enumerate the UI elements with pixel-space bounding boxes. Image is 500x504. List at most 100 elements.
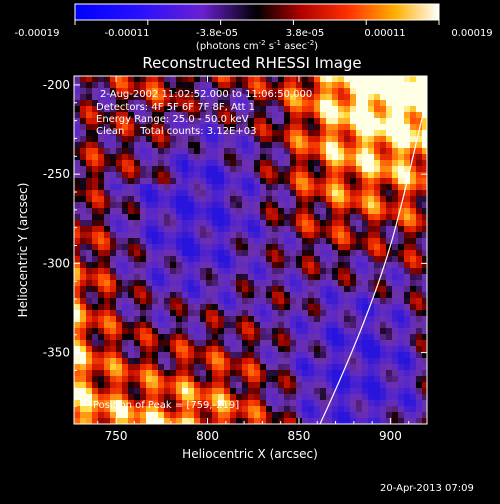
heatmap-cell	[260, 88, 267, 95]
heatmap-cell	[86, 232, 93, 239]
heatmap-cell	[278, 184, 285, 191]
heatmap-cell	[350, 388, 357, 395]
heatmap-cell	[272, 244, 279, 251]
heatmap-cell	[374, 376, 381, 383]
heatmap-cell	[152, 298, 159, 305]
heatmap-cell	[332, 82, 339, 89]
heatmap-cell	[74, 136, 81, 143]
heatmap-cell	[314, 232, 321, 239]
heatmap-cell	[302, 76, 309, 83]
heatmap-cell	[308, 136, 315, 143]
heatmap-cell	[290, 82, 297, 89]
heatmap-cell	[302, 346, 309, 353]
heatmap-cell	[314, 202, 321, 209]
heatmap-cell	[182, 292, 189, 299]
heatmap-cell	[146, 76, 153, 83]
heatmap-cell	[146, 202, 153, 209]
heatmap-cell	[146, 364, 153, 371]
heatmap-cell	[206, 316, 213, 323]
heatmap-cell	[266, 88, 273, 95]
heatmap-cell	[236, 328, 243, 335]
heatmap-cell	[392, 208, 399, 215]
heatmap-cell	[350, 142, 357, 149]
heatmap-cell	[200, 202, 207, 209]
heatmap-cell	[350, 376, 357, 383]
heatmap-cell	[248, 322, 255, 329]
heatmap-cell	[272, 328, 279, 335]
heatmap-cell	[242, 100, 249, 107]
heatmap-cell	[260, 202, 267, 209]
heatmap-cell	[266, 310, 273, 317]
heatmap-cell	[296, 310, 303, 317]
heatmap-cell	[182, 274, 189, 281]
heatmap-cell	[380, 388, 387, 395]
heatmap-cell	[242, 190, 249, 197]
heatmap-cell	[146, 268, 153, 275]
heatmap-cell	[362, 82, 369, 89]
heatmap-cell	[164, 298, 171, 305]
heatmap-cell	[362, 214, 369, 221]
heatmap-cell	[392, 262, 399, 269]
heatmap-cell	[122, 232, 129, 239]
heatmap-cell	[236, 400, 243, 407]
heatmap-cell	[128, 118, 135, 125]
heatmap-cell	[242, 388, 249, 395]
heatmap-cell	[224, 208, 231, 215]
heatmap-cell	[116, 82, 123, 89]
heatmap-cell	[182, 352, 189, 359]
heatmap-cell	[380, 304, 387, 311]
heatmap-cell	[320, 172, 327, 179]
heatmap-cell	[188, 364, 195, 371]
heatmap-cell	[248, 394, 255, 401]
heatmap-cell	[230, 286, 237, 293]
heatmap-cell	[344, 160, 351, 167]
heatmap-cell	[272, 88, 279, 95]
heatmap-cell	[416, 358, 423, 365]
heatmap-cell	[128, 106, 135, 113]
heatmap-cell	[302, 298, 309, 305]
heatmap-cell	[104, 340, 111, 347]
heatmap-cell	[374, 328, 381, 335]
heatmap-cell	[362, 112, 369, 119]
heatmap-cell	[104, 112, 111, 119]
heatmap-cell	[362, 346, 369, 353]
heatmap-cell	[212, 256, 219, 263]
heatmap-cell	[314, 346, 321, 353]
heatmap-cell	[254, 250, 261, 257]
heatmap-cell	[422, 184, 427, 191]
heatmap-cell	[92, 364, 99, 371]
heatmap-cell	[158, 376, 165, 383]
heatmap-cell	[272, 406, 279, 413]
heatmap-cell	[356, 148, 363, 155]
heatmap-cell	[218, 322, 225, 329]
heatmap-cell	[188, 388, 195, 395]
heatmap-cell	[422, 76, 427, 83]
heatmap-cell	[140, 220, 147, 227]
heatmap-cell	[92, 106, 99, 113]
heatmap-cell	[194, 136, 201, 143]
heatmap-cell	[230, 94, 237, 101]
heatmap-cell	[338, 286, 345, 293]
heatmap-cell	[104, 178, 111, 185]
heatmap-cell	[212, 112, 219, 119]
heatmap-cell	[350, 220, 357, 227]
heatmap-cell	[242, 304, 249, 311]
heatmap-cell	[170, 376, 177, 383]
heatmap-cell	[392, 376, 399, 383]
heatmap-cell	[266, 286, 273, 293]
heatmap-cell	[110, 226, 117, 233]
heatmap-cell	[110, 100, 117, 107]
heatmap-cell	[206, 412, 213, 419]
heatmap-cell	[158, 148, 165, 155]
heatmap-cell	[128, 214, 135, 221]
heatmap-cell	[392, 340, 399, 347]
heatmap-cell	[398, 88, 405, 95]
heatmap-cell	[116, 340, 123, 347]
heatmap-cell	[134, 184, 141, 191]
heatmap-cell	[158, 400, 165, 407]
heatmap-cell	[224, 232, 231, 239]
heatmap-cell	[170, 160, 177, 167]
heatmap-cell	[242, 118, 249, 125]
heatmap-cell	[362, 322, 369, 329]
heatmap-cell	[416, 106, 423, 113]
